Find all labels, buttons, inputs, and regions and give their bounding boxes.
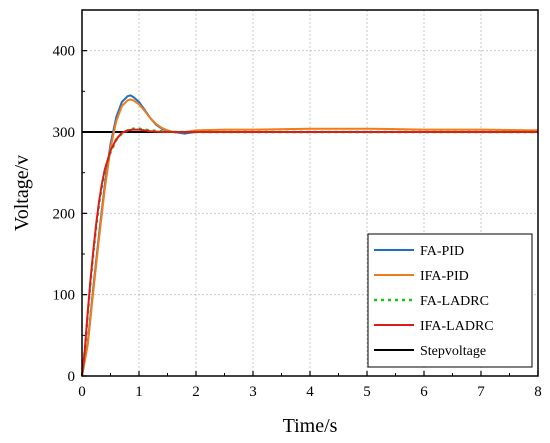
y-tick-label: 400 bbox=[53, 44, 76, 60]
series-line-ifa-ladrc bbox=[81, 128, 538, 377]
y-tick-label: 300 bbox=[53, 125, 76, 141]
x-tick-label: 6 bbox=[420, 384, 428, 400]
legend: FA-PID IFA-PID FA-LADRC IFA-LADRC Stepvoltag… bbox=[367, 233, 533, 368]
x-tick-label: 8 bbox=[534, 384, 542, 400]
legend-label: Stepvoltage bbox=[420, 344, 486, 359]
ticks: 0 1 2 3 4 5 6 7 8 0 100 200 300 400 bbox=[53, 44, 542, 400]
x-axis-title: Time/s bbox=[283, 415, 338, 437]
legend-label: FA-PID bbox=[420, 244, 464, 259]
legend-label: FA-LADRC bbox=[420, 294, 489, 309]
x-tick-label: 7 bbox=[477, 384, 485, 400]
series-line-ifa-pid bbox=[81, 98, 539, 377]
x-tick-label: 2 bbox=[192, 384, 200, 400]
x-tick-label: 4 bbox=[306, 384, 314, 400]
y-axis-title: Voltage/v bbox=[11, 155, 33, 231]
x-tick-label: 3 bbox=[249, 384, 257, 400]
y-tick-label: 0 bbox=[68, 369, 76, 385]
legend-label: IFA-PID bbox=[420, 269, 469, 284]
y-tick-label: 100 bbox=[53, 288, 76, 304]
x-tick-label: 0 bbox=[78, 384, 86, 400]
y-tick-label: 200 bbox=[53, 206, 76, 222]
x-tick-label: 1 bbox=[135, 384, 143, 400]
series-layer bbox=[80, 94, 539, 377]
legend-label: IFA-LADRC bbox=[420, 319, 494, 334]
x-tick-label: 5 bbox=[363, 384, 371, 400]
